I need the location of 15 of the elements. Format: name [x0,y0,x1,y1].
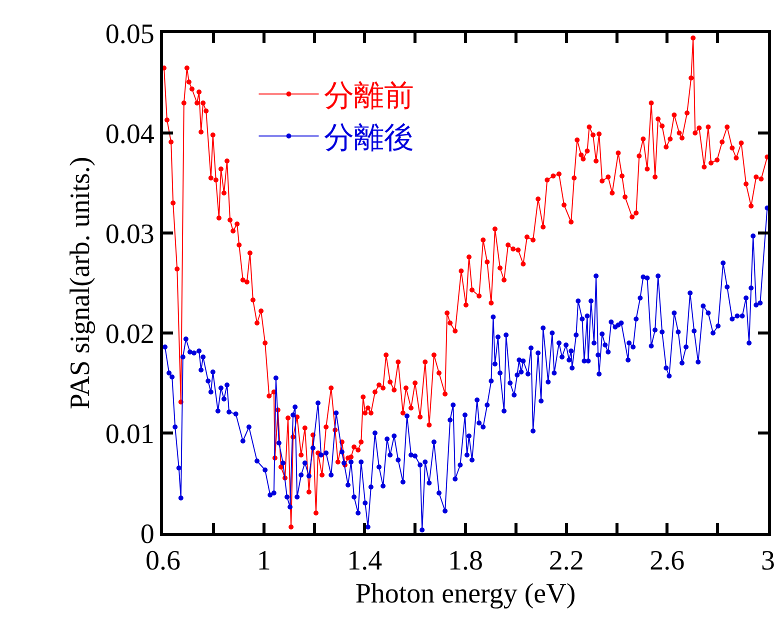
legend-label: 分離前 [324,80,414,113]
x-tick-label: 3 [761,546,775,577]
x-tick-label: 1.4 [347,546,382,577]
y-axis-title: PAS signal(arb. units.) [65,156,96,410]
x-tick-label: 1.8 [448,546,483,577]
x-tick-label: 2.6 [650,546,685,577]
y-tick-label: 0.01 [105,418,154,450]
y-tick-label: 0.03 [105,218,154,250]
y-tick-label: 0.04 [105,118,154,150]
x-tick-label: 2.2 [548,546,584,577]
y-tick-label: 0.05 [105,18,154,50]
y-tick-label: 0.02 [105,318,154,350]
x-axis-title: Photon energy (eV) [355,578,576,610]
legend-label: 分離後 [324,122,414,155]
x-tick-label: 1 [256,546,271,577]
